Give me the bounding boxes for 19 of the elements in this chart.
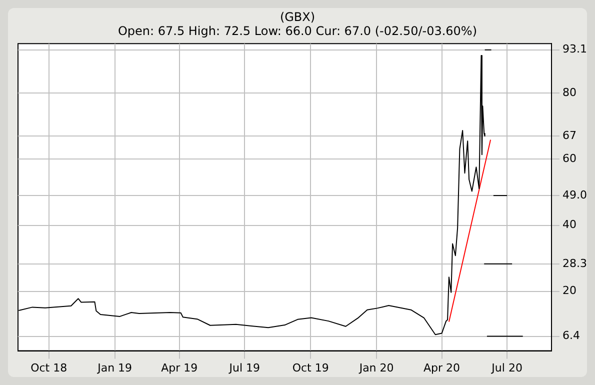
y-tick-label: 6.4 bbox=[562, 329, 580, 342]
x-tick-label: Jul 20 bbox=[490, 361, 522, 374]
y-tick-label: 60 bbox=[562, 152, 577, 166]
y-tick-label: 20 bbox=[562, 284, 577, 298]
y-tick-label: 28.3 bbox=[562, 256, 588, 270]
chart-title: (GBX) bbox=[278, 10, 316, 24]
x-tick-label: Jul 19 bbox=[228, 361, 260, 374]
x-tick-label: Apr 19 bbox=[161, 361, 198, 374]
x-tick-label: Jan 20 bbox=[358, 361, 394, 374]
y-tick-label: 80 bbox=[562, 86, 577, 100]
x-tick-label: Oct 19 bbox=[292, 361, 329, 374]
y-tick-label: 93.1 bbox=[562, 42, 588, 56]
chart-subtitle: Open: 67.5 High: 72.5 Low: 66.0 Cur: 67.0 (-02.50/-03.60%) bbox=[116, 24, 478, 38]
y-tick-label: 67 bbox=[562, 128, 577, 142]
y-tick-label: 40 bbox=[562, 218, 577, 232]
x-tick-label: Jan 19 bbox=[96, 361, 132, 374]
x-tick-label: Oct 18 bbox=[30, 361, 68, 374]
y-tick-label: 49.0 bbox=[562, 188, 588, 202]
x-tick-label: Apr 20 bbox=[424, 361, 460, 374]
